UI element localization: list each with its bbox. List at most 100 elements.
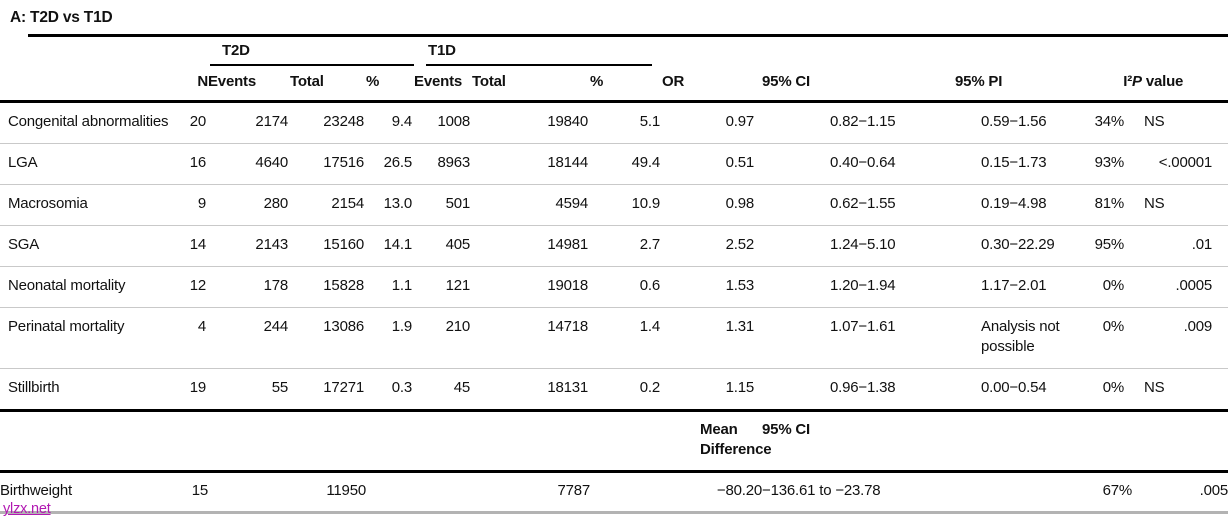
cell-t2d-total: 11950	[290, 470, 366, 514]
cell-p: NS	[1144, 113, 1165, 130]
cell-t2d-total: 17271	[290, 368, 366, 411]
spacer-cell	[0, 37, 208, 66]
cell-t2d-total: 2154	[290, 184, 366, 226]
cell-ci: 0.62−1.55	[762, 184, 956, 226]
table-row: Stillbirth 19 55 17271 0.3 45 18131 0.2 1.15 0.96…	[0, 368, 1228, 411]
cell-pi: Analysis not possible	[955, 307, 1070, 369]
cell-t2d-pct	[366, 470, 415, 514]
cell-t2d-events: 280	[208, 184, 290, 226]
cell-p: .0005	[1132, 266, 1228, 308]
cell-t2d-total: 17516	[290, 143, 366, 185]
group-header-row: T2D T1D	[0, 37, 1228, 66]
cell-t1d-events: 210	[414, 307, 473, 369]
cell-t1d-total: 18131	[472, 368, 591, 411]
cell-t1d-total: 7787	[472, 470, 590, 514]
table-row: Perinatal mortality 4 244 13086 1.9 210 14718 1…	[0, 307, 1228, 369]
cell-pi: 1.17−2.01	[955, 266, 1070, 308]
cell-t2d-events	[208, 470, 290, 514]
cell-n: 12	[172, 266, 208, 308]
cell-i2: 95%	[1069, 225, 1133, 267]
cell-pi: 0.00−0.54	[955, 368, 1070, 411]
cell-t2d-events: 178	[208, 266, 290, 308]
watermark-link[interactable]: ylzx.net	[3, 501, 51, 517]
cell-t2d-events: 2143	[208, 225, 290, 267]
header-or: OR	[662, 66, 763, 103]
cell-or: 1.31	[662, 307, 763, 369]
cell-n: 20	[189, 113, 206, 130]
cell-outcome: Macrosomia	[0, 184, 172, 226]
cell-p: .01	[1132, 225, 1228, 267]
cell-t2d-pct: 14.1	[366, 225, 415, 267]
cell-pi: 0.30−22.29	[955, 225, 1070, 267]
t1d-label: T1D	[428, 42, 456, 59]
spacer-cell	[662, 37, 1228, 66]
p-rest: value	[1145, 73, 1184, 90]
cell-n: 14	[172, 225, 208, 267]
cell-i2: 0%	[1069, 307, 1133, 369]
panel-title: A: T2D vs T1D	[10, 9, 113, 26]
header-outcome	[0, 66, 172, 103]
cell-or: 0.51	[662, 143, 763, 185]
cell-t2d-pct: 9.4	[391, 113, 413, 130]
table-row: SGA 14 2143 15160 14.1 405 14981 2.7 2.52 1.24−5.…	[0, 225, 1228, 267]
header-p-value: P value	[1132, 66, 1228, 103]
cell-pi: 0.15−1.73	[955, 143, 1070, 185]
cell-p: .009	[1132, 307, 1228, 369]
cell-t2d-total: 15160	[290, 225, 366, 267]
cell-t1d-events: 405	[414, 225, 473, 267]
cell-t1d-total: 18144	[472, 143, 591, 185]
table-row: Congenital abnormalities 20 2174 23248 9.4 10…	[0, 102, 1228, 144]
cell-n: 16	[172, 143, 208, 185]
table-body: Congenital abnormalities 20 2174 23248 9.4 10…	[0, 102, 1228, 411]
header-pi: 95% PI	[955, 66, 1070, 103]
cell-outcome: SGA	[0, 225, 172, 267]
cell-t2d-total: 13086	[290, 307, 366, 369]
header-t1d-pct: %	[590, 66, 663, 103]
title-rule	[28, 34, 1228, 37]
cell-i2: 81%	[1069, 184, 1133, 226]
cell-p: NS	[1132, 184, 1228, 226]
results-table: T2D T1D N Events Total % Events Total % …	[0, 37, 1228, 514]
cell-t1d-pct: 2.7	[590, 225, 663, 267]
cell-ci: 0.82−1.15	[830, 113, 896, 130]
cell-ci: 1.24−5.10	[762, 225, 956, 267]
cell-n: 9	[172, 184, 208, 226]
cell-t1d-total: 14718	[472, 307, 591, 369]
header-t1d-total: Total	[472, 66, 591, 103]
cell-n: 19	[172, 368, 208, 411]
cell-t1d-events: 501	[414, 184, 473, 226]
cell-outcome: Congenital abnormalities	[8, 113, 169, 130]
mean-difference-header-row: Mean Difference 95% CI	[0, 409, 1228, 472]
header-ci: 95% CI	[762, 66, 956, 103]
table-header: T2D T1D N Events Total % Events Total % …	[0, 37, 1228, 103]
group-header-t1d: T1D	[414, 37, 662, 66]
table-row: Macrosomia 9 280 2154 13.0 501 4594 10.9 0.98 0.6…	[0, 184, 1228, 226]
cell-t2d-total: 15828	[290, 266, 366, 308]
table-row: LGA 16 4640 17516 26.5 8963 18144 49.4 0.51 0.40−…	[0, 143, 1228, 185]
cell-t1d-pct: 0.6	[590, 266, 663, 308]
header-t2d-events: Events	[208, 66, 290, 103]
cell-t1d-pct	[590, 470, 663, 514]
cell-t2d-total: 23248	[323, 113, 364, 130]
cell-t1d-total: 4594	[472, 184, 591, 226]
cell-t1d-total: 19840	[547, 113, 589, 130]
cell-t2d-events: 55	[208, 368, 290, 411]
table-row-birthweight: Birthweight 15 11950 7787 −80.20 −136.61…	[0, 470, 1228, 514]
cell-or: 1.15	[662, 368, 763, 411]
cell-t2d-events: 2174	[255, 113, 288, 130]
cell-or: 0.97	[725, 113, 755, 130]
cell-p: NS	[1132, 368, 1228, 411]
cell-t2d-pct: 13.0	[366, 184, 415, 226]
cell-t2d-events: 4640	[208, 143, 290, 185]
header-t1d-events: Events	[414, 66, 473, 103]
cell-outcome: LGA	[0, 143, 172, 185]
cell-i2: 0%	[1069, 266, 1133, 308]
cell-or: 2.52	[662, 225, 763, 267]
cell-i2: 34%	[1094, 113, 1125, 130]
cell-t1d-pct: 49.4	[590, 143, 663, 185]
cell-t2d-pct: 26.5	[366, 143, 415, 185]
cell-p: <.00001	[1132, 143, 1228, 185]
t2d-label: T2D	[222, 42, 250, 59]
cell-n: 15	[172, 470, 208, 514]
